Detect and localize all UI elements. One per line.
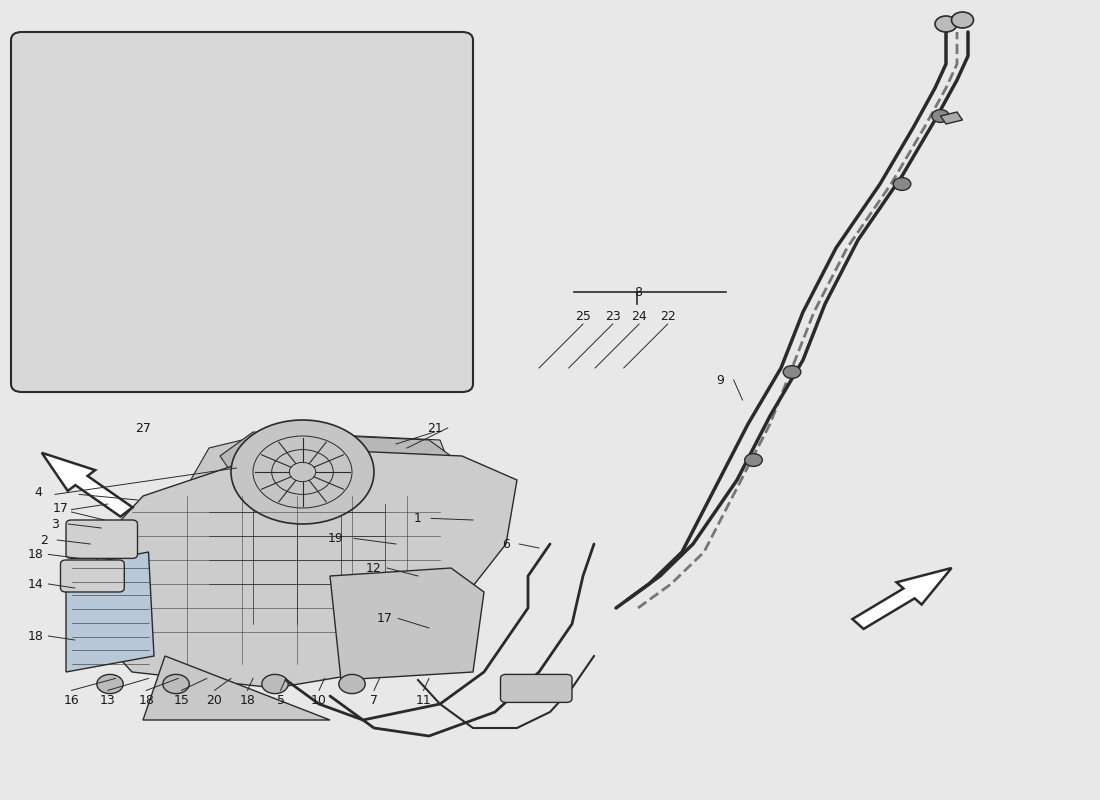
- Text: 7: 7: [370, 694, 378, 706]
- Text: 9: 9: [716, 374, 725, 386]
- Text: 16: 16: [64, 694, 79, 706]
- Circle shape: [163, 674, 189, 694]
- Polygon shape: [66, 552, 154, 672]
- Text: 17: 17: [377, 612, 393, 625]
- FancyBboxPatch shape: [66, 520, 138, 558]
- Polygon shape: [330, 568, 484, 680]
- Text: 11: 11: [416, 694, 431, 706]
- Text: 15: 15: [174, 694, 189, 706]
- Circle shape: [952, 12, 974, 28]
- Circle shape: [262, 674, 288, 694]
- Text: 13: 13: [100, 694, 116, 706]
- Text: 10: 10: [311, 694, 327, 706]
- Text: 18: 18: [139, 694, 154, 706]
- Polygon shape: [88, 448, 517, 688]
- Circle shape: [935, 16, 957, 32]
- Text: 5: 5: [276, 694, 285, 706]
- Text: 12: 12: [366, 562, 382, 574]
- Circle shape: [783, 366, 801, 378]
- Polygon shape: [165, 536, 407, 656]
- Circle shape: [339, 674, 365, 694]
- Text: 4: 4: [34, 486, 43, 498]
- Text: 20: 20: [207, 694, 222, 706]
- Circle shape: [893, 178, 911, 190]
- Text: 27: 27: [135, 422, 151, 434]
- Circle shape: [97, 674, 123, 694]
- Circle shape: [745, 454, 762, 466]
- Polygon shape: [940, 112, 962, 124]
- Text: 18: 18: [240, 694, 255, 706]
- Polygon shape: [220, 432, 451, 496]
- Circle shape: [231, 420, 374, 524]
- Text: 19: 19: [328, 532, 343, 545]
- Text: 22: 22: [660, 310, 675, 322]
- Text: 21: 21: [427, 422, 442, 434]
- Polygon shape: [297, 448, 418, 520]
- Text: 8: 8: [634, 286, 642, 298]
- Polygon shape: [42, 453, 133, 517]
- FancyBboxPatch shape: [60, 560, 124, 592]
- Text: 14: 14: [28, 578, 43, 590]
- Polygon shape: [143, 656, 330, 720]
- Text: 18: 18: [28, 630, 43, 642]
- Text: 6: 6: [502, 538, 510, 550]
- FancyBboxPatch shape: [500, 674, 572, 702]
- Circle shape: [932, 110, 949, 122]
- Text: 2: 2: [40, 534, 48, 546]
- FancyBboxPatch shape: [11, 32, 473, 392]
- Polygon shape: [852, 568, 952, 629]
- Text: 25: 25: [575, 310, 591, 322]
- Text: 17: 17: [53, 502, 68, 514]
- Text: 3: 3: [51, 518, 59, 530]
- Text: 23: 23: [605, 310, 620, 322]
- Text: 18: 18: [28, 548, 43, 561]
- Text: 24: 24: [631, 310, 647, 322]
- Text: 1: 1: [414, 512, 422, 525]
- Polygon shape: [154, 432, 462, 672]
